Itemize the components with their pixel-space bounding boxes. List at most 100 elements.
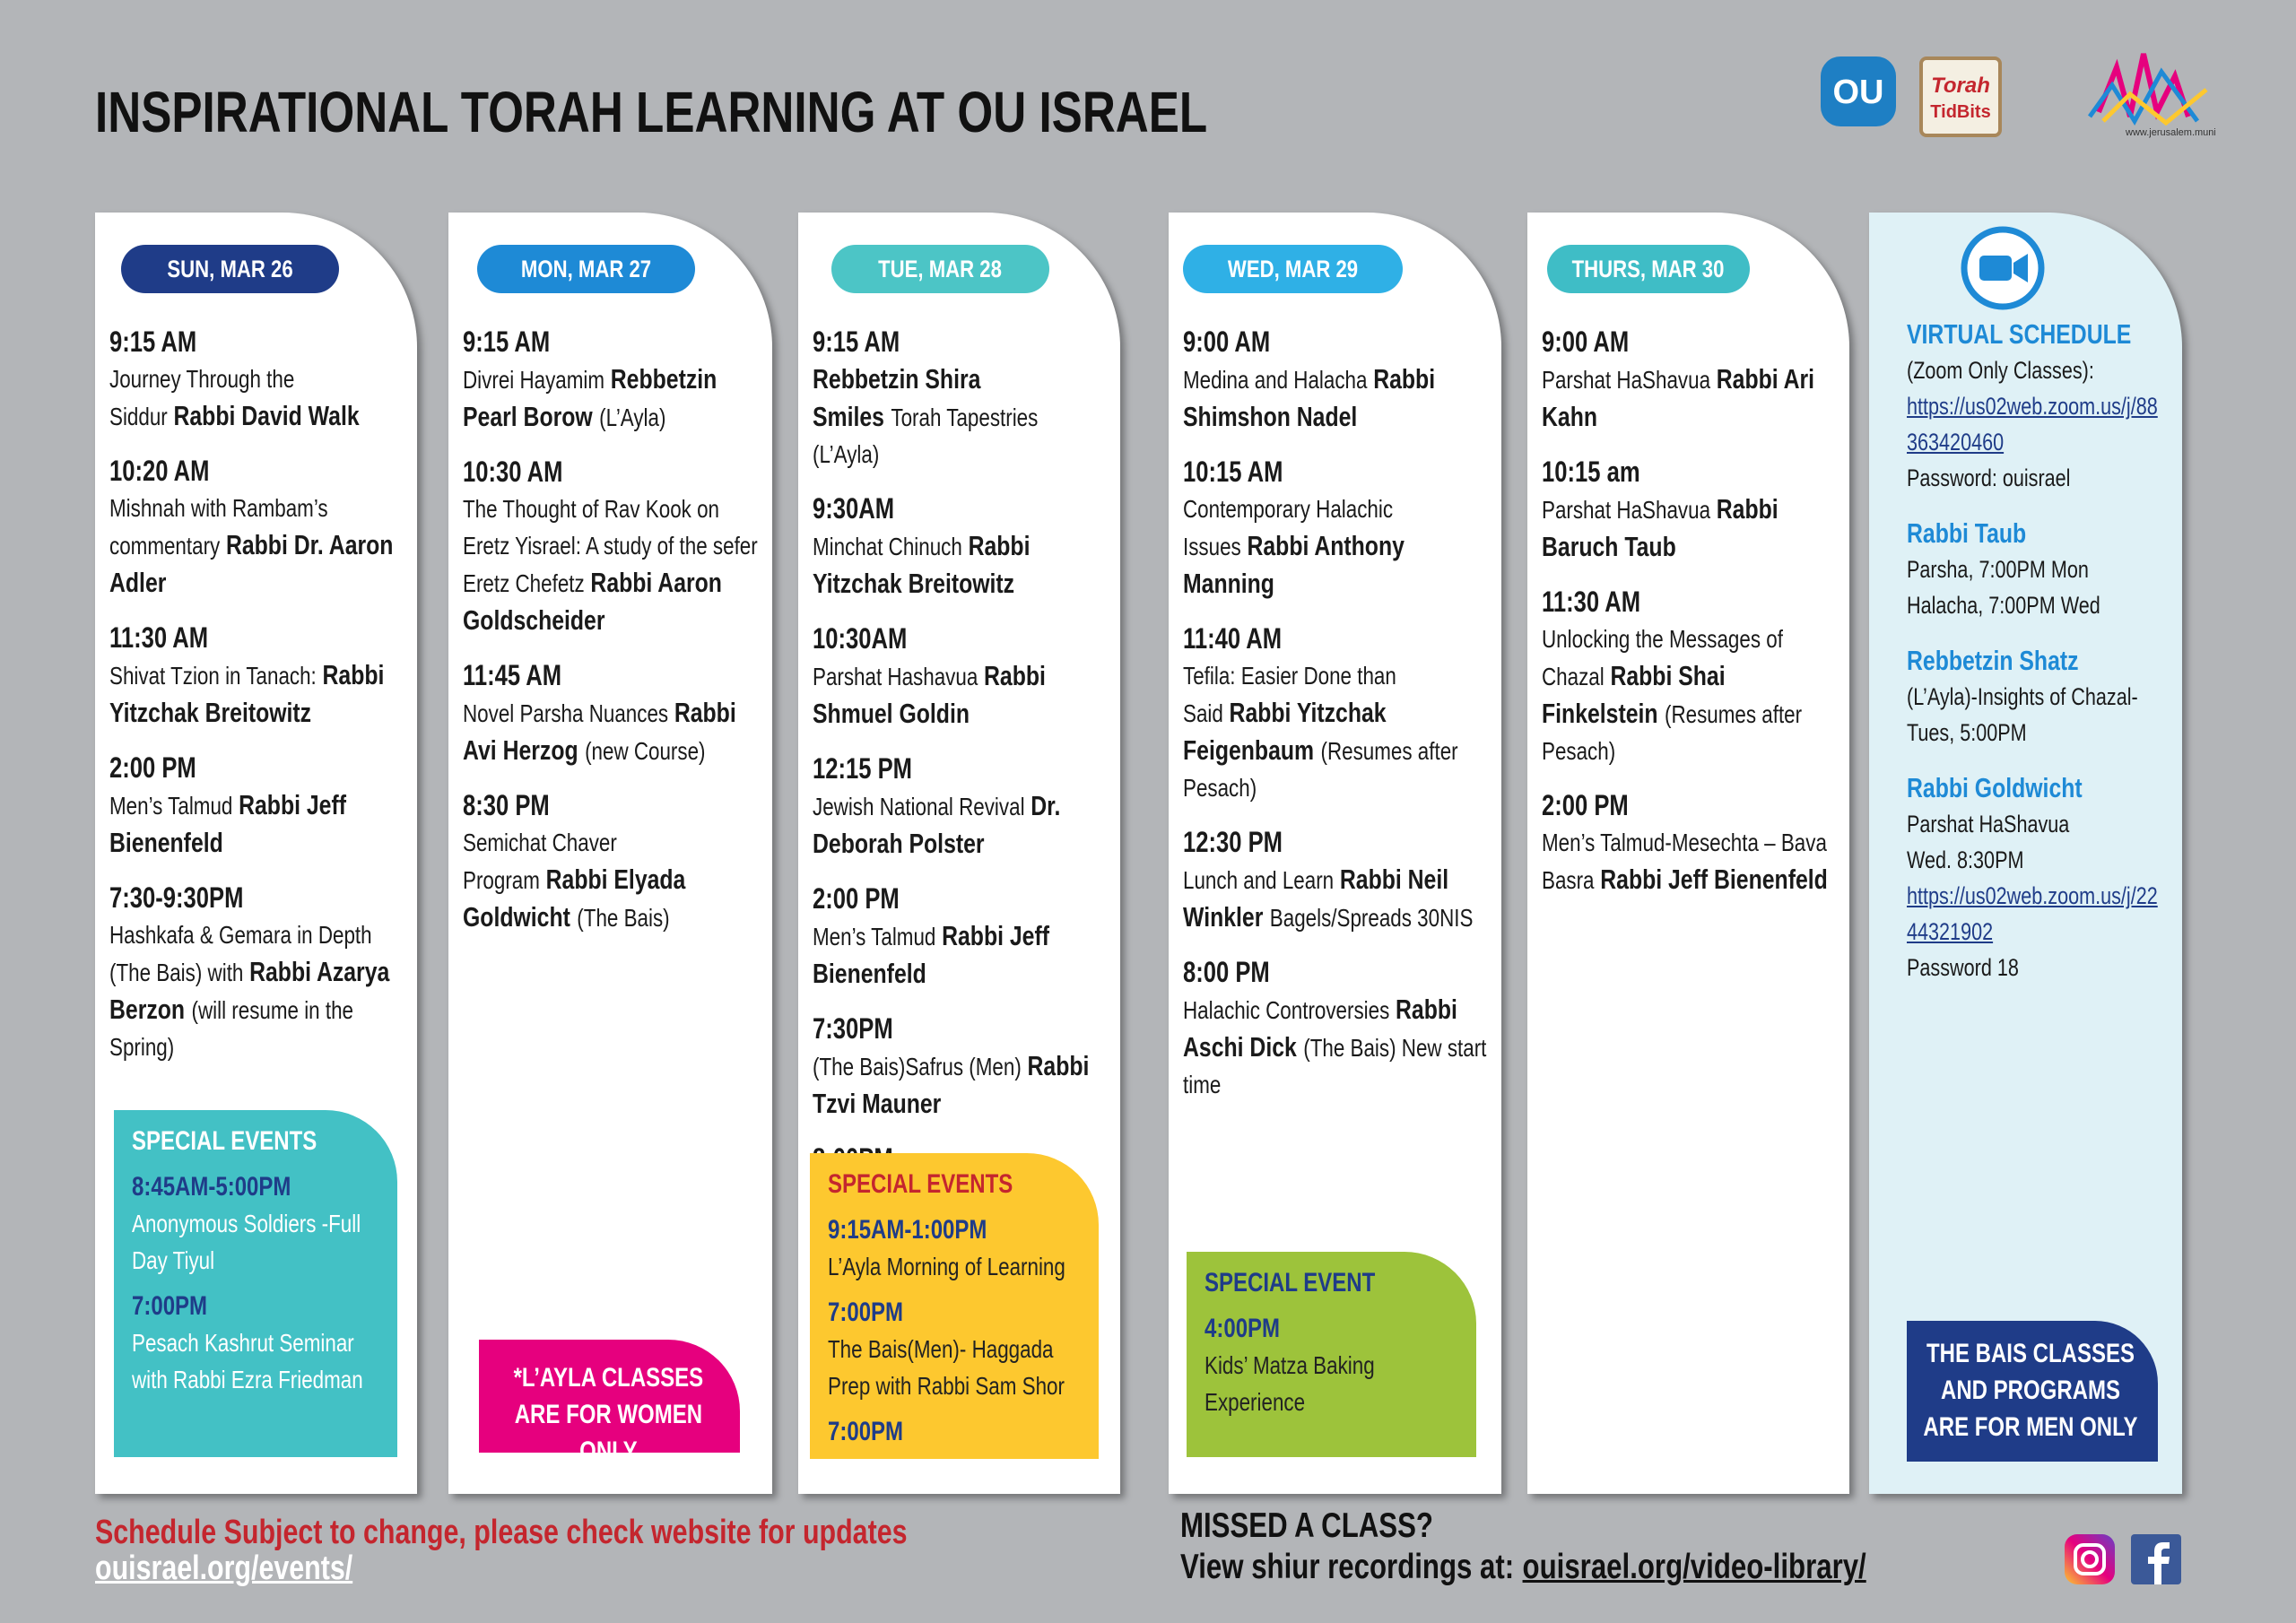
class-entry: 9:30AM Minchat Chinuch Rabbi Yitzchak Brei…	[813, 490, 1111, 603]
virtual-heading: Rebbetzin Shatz	[1907, 645, 2079, 676]
class-speaker: Rabbi Baruch Taub	[1542, 493, 1779, 562]
class-time: 10:30AM	[813, 622, 908, 655]
class-speaker: Rabbi Neil Winkler	[1183, 864, 1449, 933]
class-entry: 10:30 AM The Thought of Rav Kook on Eretz…	[463, 454, 763, 639]
class-note: Bagels/Spreads 30NIS	[1269, 904, 1474, 932]
virtual-heading: Rabbi Goldwicht	[1907, 772, 2083, 803]
class-speaker: Rabbi Avi Herzog	[463, 697, 736, 766]
special-text: Anonymous Soldiers -Full Day Tiyul	[132, 1210, 361, 1274]
class-speaker: Rabbi David Walk	[173, 400, 360, 431]
class-time: 10:30 AM	[463, 456, 563, 488]
class-desc: Contemporary Halachic Issues	[1183, 495, 1394, 560]
special-text: Kids’ Matza Baking Experience	[1205, 1351, 1375, 1416]
class-time: 11:45 AM	[463, 659, 562, 691]
class-speaker: Rabbi Jeff Bienenfeld	[813, 920, 1049, 989]
torah-logo-text: Torah	[1931, 74, 1990, 98]
men-only-content: THE BAIS CLASSES AND PROGRAMS ARE FOR ME…	[1923, 1335, 2138, 1445]
special-title: SPECIAL EVENT	[1205, 1268, 1376, 1298]
class-speaker: Rabbi Shimshon Nadel	[1183, 363, 1436, 432]
camera-lens	[2013, 254, 2028, 282]
virtual-heading: VIRTUAL SCHEDULE	[1907, 318, 2132, 350]
class-speaker: Rabbi Azarya Berzon	[109, 956, 390, 1025]
special-time: 7:00PM	[828, 1417, 904, 1446]
day-pill: SUN, MAR 26	[121, 245, 339, 293]
class-speaker: Rabbi Shai Finkelstein	[1542, 660, 1726, 729]
class-speaker: Rabbi Yitzchak Feigenbaum	[1183, 697, 1387, 766]
events-link[interactable]: ouisrael.org/events/	[95, 1549, 353, 1587]
class-entry: 9:00 AM Parshat HaShavua Rabbi Ari Kahn	[1542, 324, 1840, 436]
class-time: 7:30-9:30PM	[109, 881, 244, 914]
virtual-line: (L’Ayla)-Insights of Chazal- Tues, 5:00P…	[1907, 683, 2138, 746]
class-note: Torah Tapestries (L’Ayla)	[813, 404, 1039, 468]
instagram-icon[interactable]	[2065, 1534, 2115, 1584]
site-text: www.jerusalem.muni.il	[2125, 127, 2215, 138]
class-note: (new Course)	[585, 737, 706, 765]
day-pill: WED, MAR 29	[1183, 245, 1403, 293]
class-entry: 7:30PM (The Bais)Safrus (Men) Rabbi Tzvi M…	[813, 1011, 1111, 1123]
title: INSPIRATIONAL TORAH LEARNING AT OU ISRAE…	[95, 80, 1208, 144]
class-desc: Men’s Talmud	[109, 792, 233, 820]
class-entry: 2:00 PM Men’s Talmud-Mesechta – Bava Basr…	[1542, 787, 1840, 898]
virtual-line: Password 18	[1907, 954, 2019, 981]
virtual-line: Parshat HaShavua	[1907, 811, 2070, 838]
day-column: MON, MAR 27 9:15 AM Divrei Hayamim Rebbetzi…	[448, 213, 772, 1494]
class-desc: Lunch and Learn	[1183, 866, 1335, 894]
day-column: THURS, MAR 30 9:00 AM Parshat HaShavua Rabb…	[1527, 213, 1849, 1494]
class-entry: 11:40 AM Tefila: Easier Done than Said Rab…	[1183, 621, 1492, 806]
class-desc: Men’s Talmud	[813, 923, 936, 950]
day-label: TUE, MAR 28	[878, 255, 1003, 282]
social-icons	[2065, 1534, 2181, 1584]
class-time: 2:00 PM	[1542, 789, 1629, 821]
class-speaker: Rabbi Yitzchak Breitowitz	[109, 659, 385, 728]
special-time: 9:15AM-1:00PM	[828, 1215, 987, 1245]
virtual-line: Halacha, 7:00PM Wed	[1907, 592, 2100, 619]
class-time: 9:00 AM	[1542, 325, 1630, 358]
class-time: 8:00 PM	[1183, 956, 1270, 988]
class-time: 2:00 PM	[109, 751, 196, 784]
classes: 9:15 AM Rebbetzin Shira Smiles Torah Tapes…	[813, 324, 1111, 1271]
class-speaker: Rabbi Jeff Bienenfeld	[1600, 864, 1828, 895]
class-speaker: Dr. Deborah Polster	[813, 790, 1061, 859]
ou-logo	[1821, 56, 1896, 126]
class-entry: 10:30AM Parshat Hashavua Rabbi Shmuel Gold…	[813, 621, 1111, 733]
class-desc: Parshat HaShavua	[1542, 496, 1711, 524]
class-time: 8:30 PM	[463, 789, 550, 821]
class-speaker: Rabbi Yitzchak Breitowitz	[813, 530, 1031, 599]
class-entry: 8:00 PM Halachic Controversies Rabbi Aschi…	[1183, 954, 1492, 1103]
class-desc: Medina and Halacha	[1183, 366, 1368, 394]
special-box: SPECIAL EVENTS 8:45AM-5:00PM Anonymous Sol…	[114, 1110, 397, 1457]
zoom-link[interactable]: https://us02web.zoom.us/j/88363420460	[1907, 393, 2158, 456]
special-content: SPECIAL EVENT 4:00PM Kids’ Matza Baking Ex…	[1205, 1264, 1456, 1420]
class-desc: Novel Parsha Nuances	[463, 699, 669, 727]
virtual-line: (Zoom Only Classes):	[1907, 357, 2094, 384]
class-time: 9:15 AM	[109, 325, 197, 358]
torah-logo	[1919, 56, 2002, 137]
class-note: (The Bais)Safrus (Men)	[813, 1053, 1022, 1081]
class-desc: Mishnah with Rambam’s commentary	[109, 494, 328, 560]
virtual-schedule: VIRTUAL SCHEDULE (Zoom Only Classes): http…	[1907, 317, 2161, 985]
special-content: SPECIAL EVENTS 9:15AM-1:00PM L’Ayla Mornin…	[828, 1166, 1078, 1459]
class-desc: Parshat HaShavua	[1542, 366, 1711, 394]
class-entry: 10:15 am Parshat HaShavua Rabbi Baruch Tau…	[1542, 454, 1840, 566]
day-label: SUN, MAR 26	[167, 255, 293, 282]
men-only-note: THE BAIS CLASSES AND PROGRAMS ARE FOR ME…	[1907, 1321, 2158, 1462]
special-text: Pesach Kashrut Seminar with Rabbi Ezra F…	[132, 1329, 363, 1393]
special-time: 4:00PM	[1205, 1314, 1281, 1343]
special-box: *L’AYLA CLASSES ARE FOR WOMEN ONLY	[479, 1340, 740, 1453]
virtual-column: VIRTUAL SCHEDULE (Zoom Only Classes): http…	[1869, 213, 2182, 1494]
missed-class: MISSED A CLASS?	[1180, 1506, 1433, 1545]
day-column: SUN, MAR 26 9:15 AM Journey Through the Si…	[95, 213, 417, 1494]
library-link[interactable]: ouisrael.org/video-library/	[1522, 1548, 1866, 1586]
class-desc: Tefila: Easier Done than Said	[1183, 662, 1396, 727]
class-time: 9:00 AM	[1183, 325, 1271, 358]
camera-body	[1979, 256, 2012, 281]
recordings-text: View shiur recordings at:	[1180, 1548, 1515, 1586]
class-note: (Resumes after Pesach)	[1542, 700, 1803, 765]
zoom-link[interactable]: https://us02web.zoom.us/j/2244321902	[1907, 882, 2158, 945]
special-content: SPECIAL EVENTS 8:45AM-5:00PM Anonymous Sol…	[132, 1123, 377, 1398]
class-desc: Shivat Tzion in Tanach:	[109, 662, 317, 690]
class-entry: 11:45 AM Novel Parsha Nuances Rabbi Avi He…	[463, 657, 763, 769]
classes: 9:15 AM Journey Through the Siddur Rabbi D…	[109, 324, 408, 1083]
class-speaker: Rebbetzin Pearl Borow	[463, 363, 718, 432]
